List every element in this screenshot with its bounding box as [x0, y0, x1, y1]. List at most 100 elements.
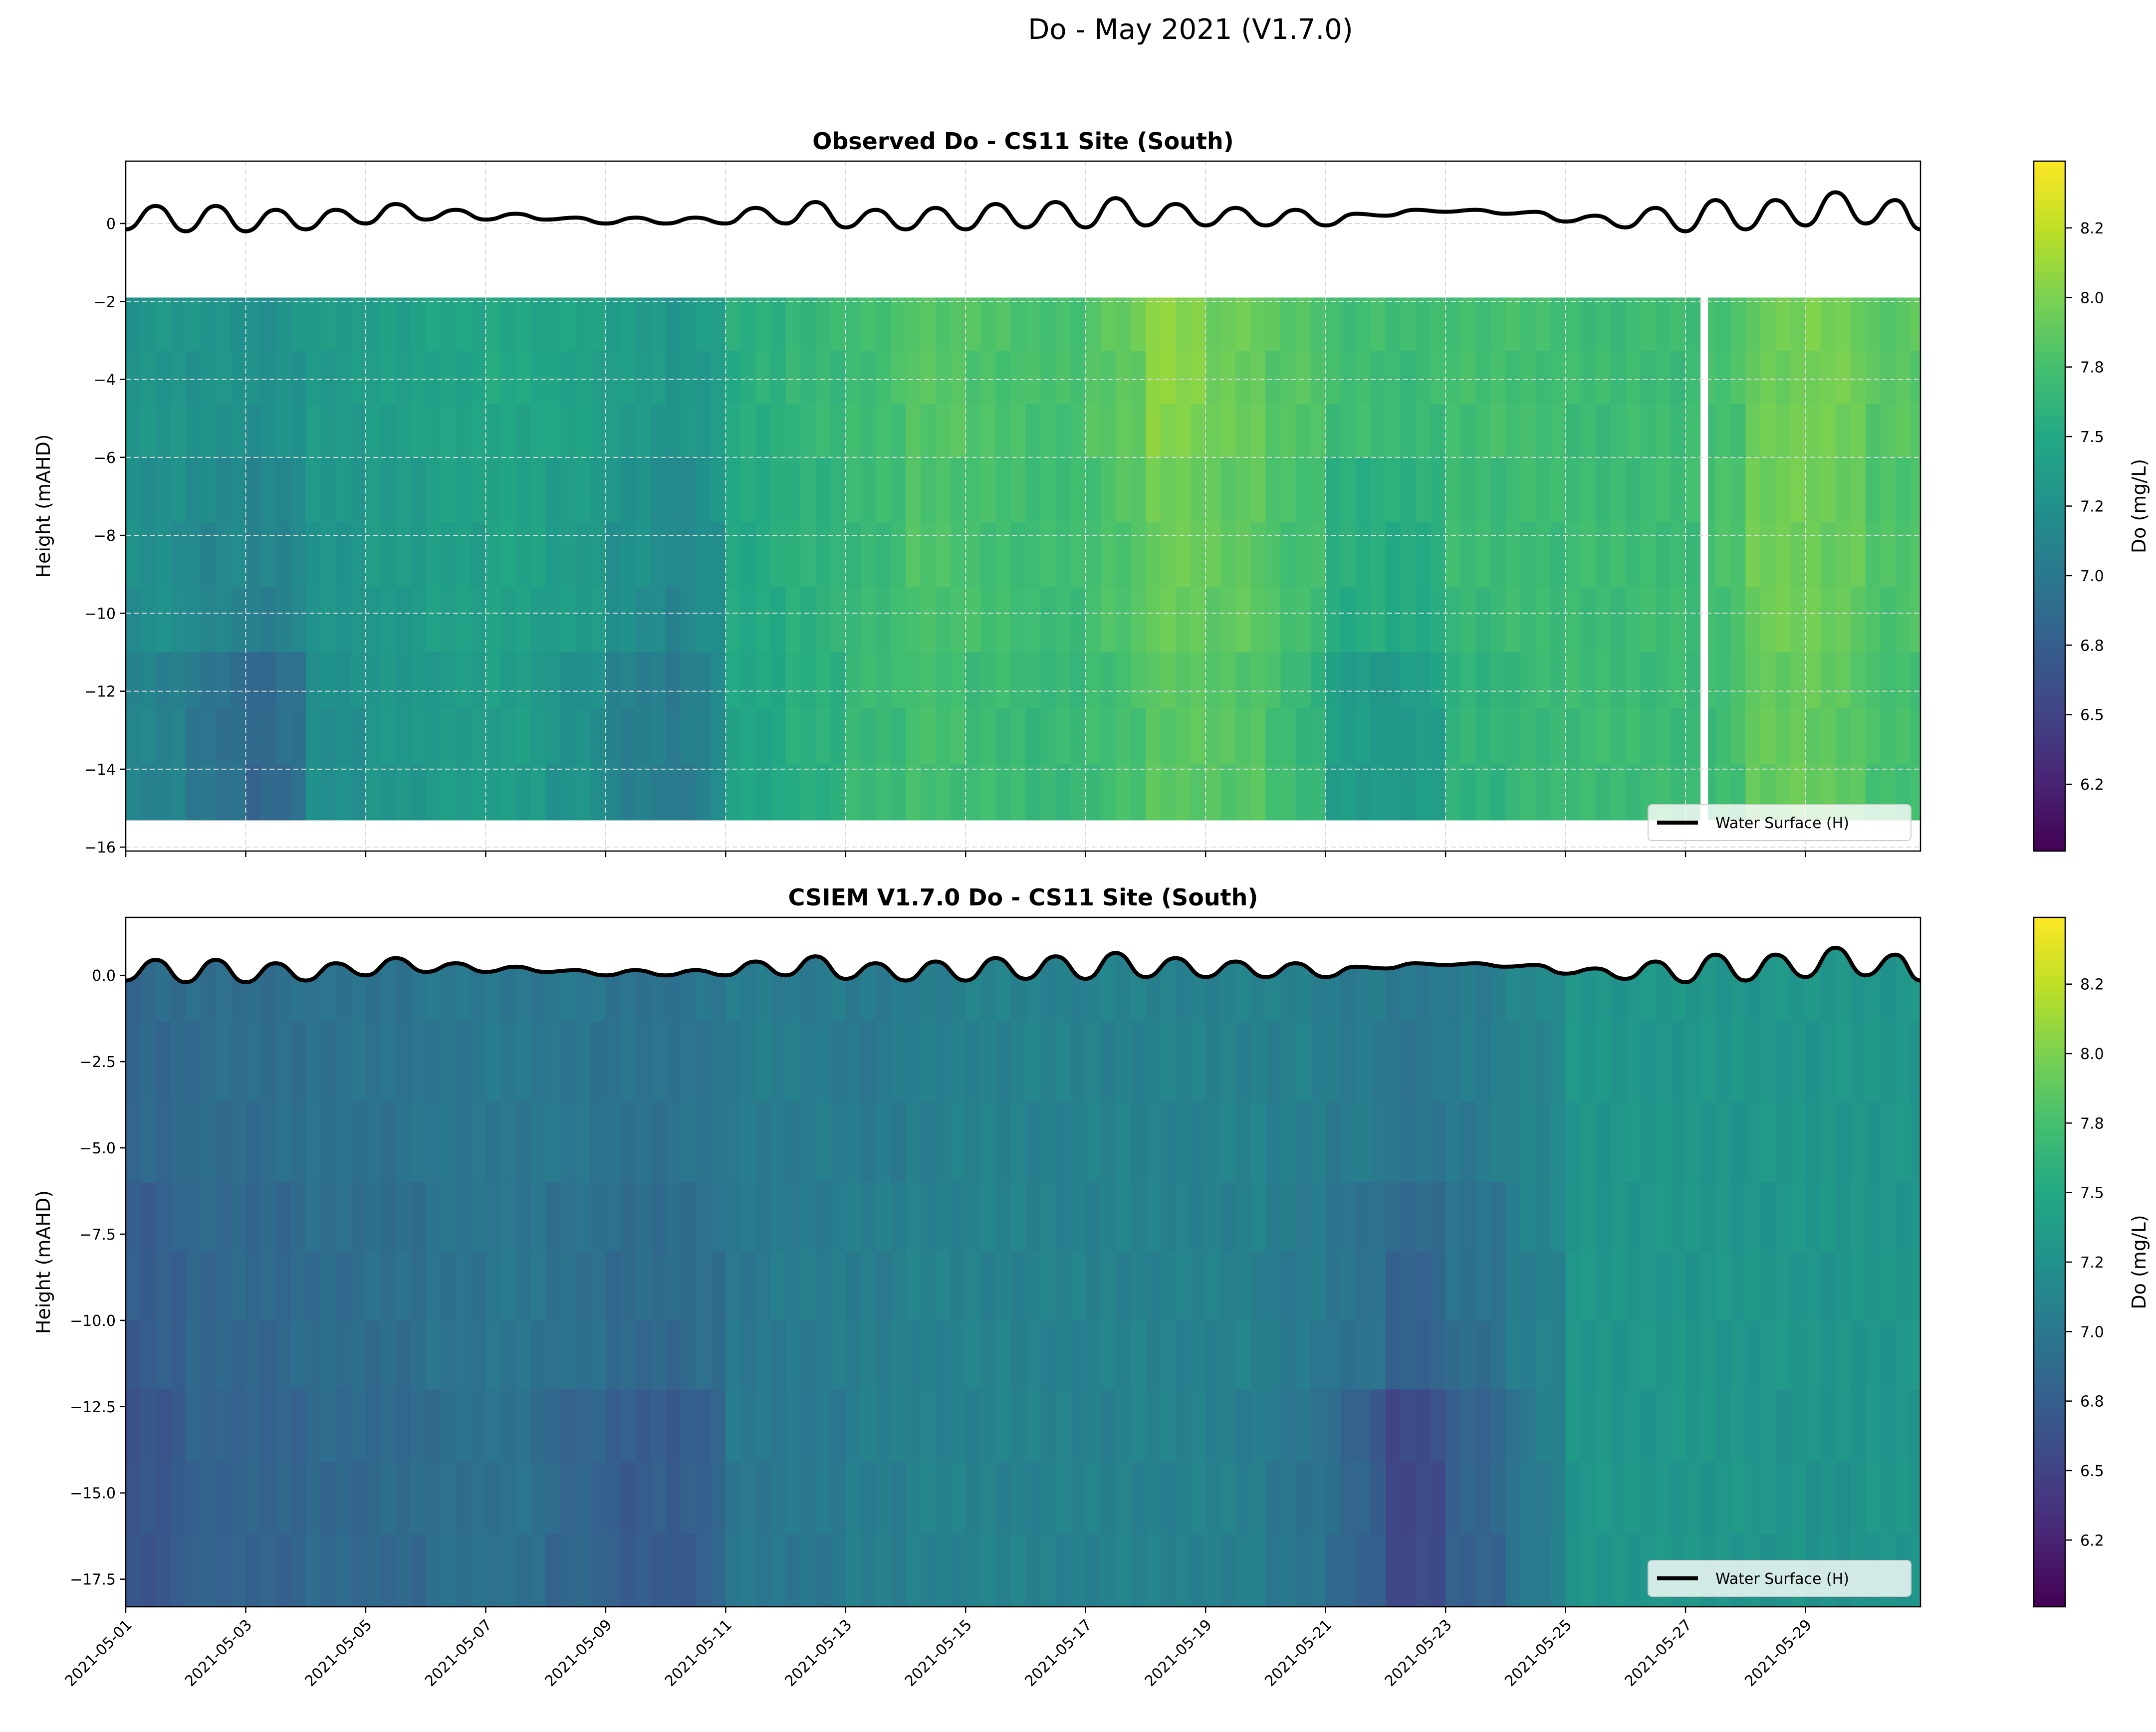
heatmap-cell: [921, 457, 937, 523]
heatmap-cell: [590, 1320, 606, 1390]
heatmap-cell: [305, 764, 321, 821]
heatmap-cell: [1176, 457, 1192, 523]
heatmap-cell: [1205, 457, 1221, 523]
heatmap-cell: [1340, 1101, 1356, 1183]
heatmap-cell: [755, 1101, 771, 1183]
heatmap-cell: [1385, 587, 1401, 653]
heatmap-cell: [335, 351, 351, 405]
heatmap-cell: [485, 297, 501, 352]
heatmap-cell: [1715, 1251, 1731, 1321]
heatmap-cell: [231, 404, 246, 458]
heatmap-cell: [275, 1101, 291, 1183]
heatmap-cell: [201, 522, 217, 588]
heatmap-cell: [1910, 652, 1920, 709]
heatmap-cell: [815, 522, 831, 588]
heatmap-cell: [951, 1182, 966, 1252]
heatmap-cell: [1355, 522, 1371, 588]
heatmap-cell: [951, 652, 966, 709]
heatmap-cell: [530, 587, 546, 653]
heatmap-cell: [770, 1101, 786, 1183]
heatmap-cell: [936, 1320, 952, 1390]
heatmap-cell: [845, 1251, 861, 1321]
heatmap-cell: [485, 708, 501, 765]
heatmap-cell: [1416, 764, 1432, 821]
heatmap-cell: [1205, 708, 1221, 765]
heatmap-cell: [1040, 1101, 1056, 1183]
heatmap-cell: [1055, 297, 1071, 352]
heatmap-cell: [1445, 764, 1461, 821]
heatmap-cell: [441, 587, 457, 653]
heatmap-cell: [921, 587, 937, 653]
y-tick-label: −14: [84, 761, 116, 779]
heatmap-cell: [126, 1462, 142, 1535]
heatmap-cell: [815, 1021, 831, 1102]
heatmap-cell: [890, 764, 907, 821]
heatmap-cell: [1310, 522, 1326, 588]
heatmap-cell: [1445, 522, 1461, 588]
heatmap-cell: [380, 351, 397, 405]
heatmap-cell: [575, 522, 591, 588]
heatmap-cell: [141, 1182, 157, 1252]
heatmap-cell: [951, 457, 966, 523]
heatmap-cell: [890, 457, 907, 523]
heatmap-cell: [396, 1534, 412, 1607]
heatmap-cell: [1445, 708, 1461, 765]
heatmap-cell: [1745, 522, 1761, 588]
heatmap-cell: [666, 457, 682, 523]
heatmap-cell: [1865, 652, 1881, 709]
heatmap-cell: [815, 1182, 831, 1252]
heatmap-cell: [1235, 297, 1251, 352]
heatmap-cell: [245, 1320, 261, 1390]
heatmap-cell: [1100, 1251, 1116, 1321]
legend: Water Surface (H): [1648, 1560, 1912, 1597]
heatmap-cell: [441, 708, 457, 765]
heatmap-cell: [980, 351, 996, 405]
heatmap-cell: [1520, 708, 1536, 765]
heatmap-cell: [740, 652, 756, 709]
heatmap-cell: [936, 351, 952, 405]
heatmap-cell: [590, 1182, 606, 1252]
heatmap-cell: [1595, 297, 1611, 352]
heatmap-cell: [1625, 708, 1641, 765]
heatmap-cell: [1055, 652, 1071, 709]
heatmap-cell: [245, 587, 261, 653]
heatmap-cell: [651, 1021, 667, 1102]
heatmap-cell: [1790, 1182, 1806, 1252]
heatmap-cell: [1385, 1462, 1401, 1535]
heatmap-cell: [171, 1251, 187, 1321]
heatmap-cell: [1565, 1534, 1581, 1607]
heatmap-cell: [605, 404, 621, 458]
heatmap-cell: [1865, 297, 1881, 352]
heatmap-cell: [605, 587, 621, 653]
heatmap-cell: [1040, 708, 1056, 765]
heatmap-cell: [800, 708, 816, 765]
heatmap-cell: [560, 587, 576, 653]
heatmap-cell: [530, 1021, 546, 1102]
heatmap-cell: [1550, 1462, 1566, 1535]
heatmap-cell: [1416, 708, 1432, 765]
heatmap-cell: [1835, 1021, 1851, 1102]
heatmap-cell: [725, 1021, 741, 1102]
heatmap-cell: [815, 1101, 831, 1183]
heatmap-cell: [1715, 1320, 1731, 1390]
heatmap-cell: [245, 1389, 261, 1463]
heatmap-cell: [335, 1462, 351, 1535]
heatmap-cell: [305, 1389, 321, 1463]
heatmap-cell: [1265, 587, 1281, 653]
heatmap-cell: [1625, 1389, 1641, 1463]
colorbar-tick-label: 7.2: [2080, 1254, 2104, 1272]
heatmap-cell: [785, 1101, 801, 1183]
heatmap-cell: [156, 587, 172, 653]
heatmap-cell: [1760, 457, 1776, 523]
heatmap-cell: [1115, 1101, 1131, 1183]
heatmap-cell: [231, 1320, 246, 1390]
heatmap-cell: [335, 587, 351, 653]
heatmap-cell: [1250, 587, 1266, 653]
heatmap-cell: [1880, 1320, 1896, 1390]
heatmap-cell: [666, 297, 682, 352]
heatmap-cell: [800, 764, 816, 821]
heatmap-cell: [201, 764, 217, 821]
heatmap-cell: [1205, 1320, 1221, 1390]
heatmap-cell: [1640, 1182, 1656, 1252]
heatmap-cell: [1475, 1389, 1491, 1463]
